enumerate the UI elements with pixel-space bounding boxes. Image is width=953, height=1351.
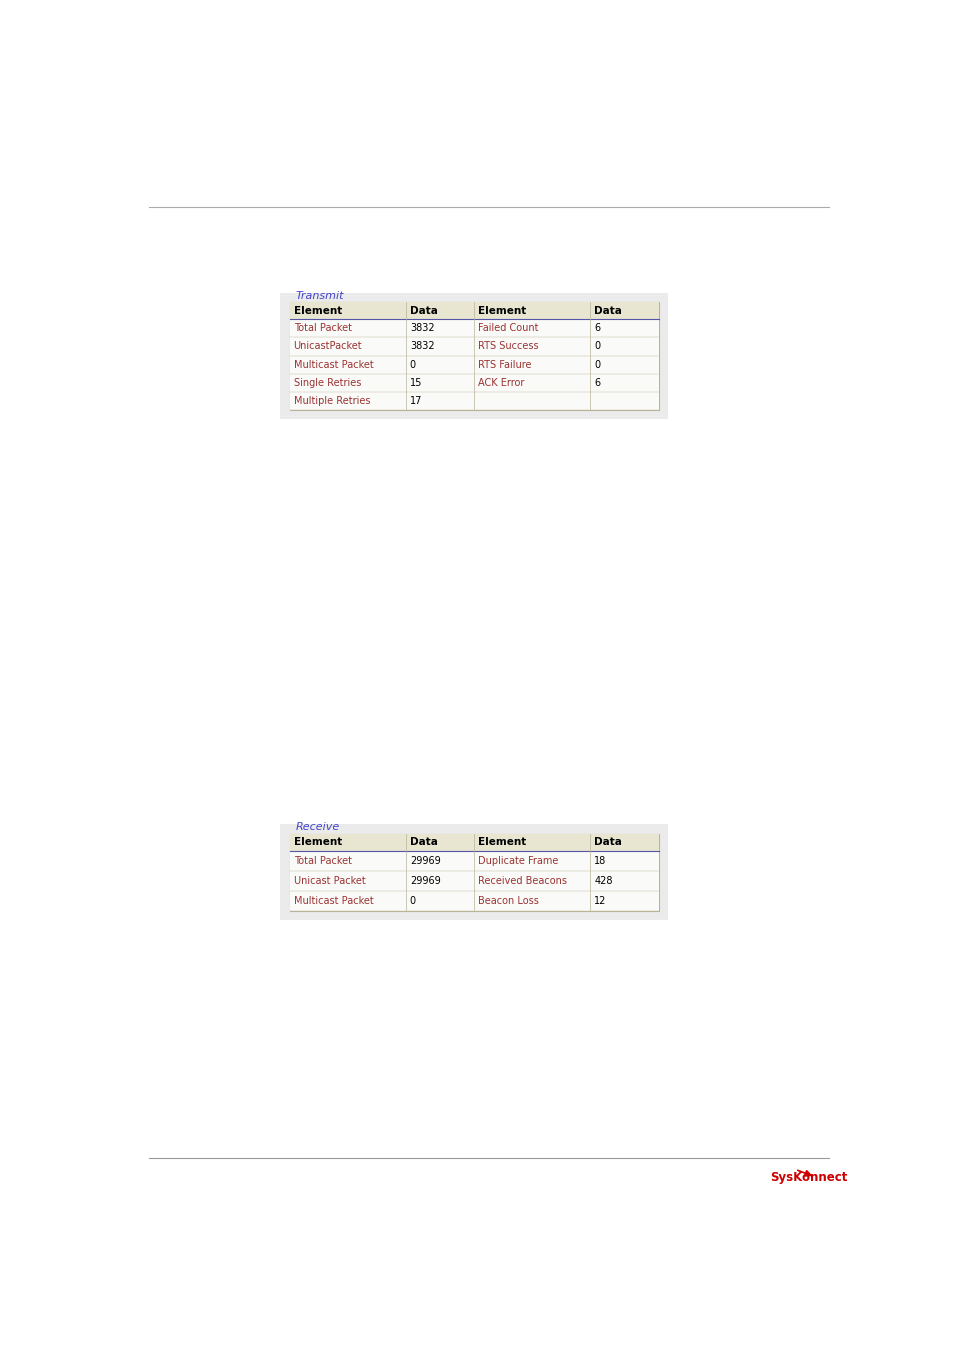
Text: Transmit: Transmit [295, 290, 344, 301]
Text: RTS Success: RTS Success [477, 342, 538, 351]
Text: Unicast Packet: Unicast Packet [294, 875, 365, 885]
FancyBboxPatch shape [290, 374, 658, 392]
Text: Multicast Packet: Multicast Packet [294, 359, 373, 370]
Text: RTS Failure: RTS Failure [477, 359, 531, 370]
FancyBboxPatch shape [290, 851, 658, 870]
Text: 428: 428 [594, 875, 612, 885]
Text: Element: Element [477, 838, 526, 847]
Text: 6: 6 [594, 378, 599, 388]
Text: 3832: 3832 [410, 323, 434, 334]
Text: 0: 0 [410, 896, 416, 905]
Text: Data: Data [410, 305, 437, 316]
Text: Beacon Loss: Beacon Loss [477, 896, 538, 905]
FancyBboxPatch shape [290, 834, 658, 911]
FancyBboxPatch shape [290, 392, 658, 411]
Text: Element: Element [294, 838, 341, 847]
FancyBboxPatch shape [290, 338, 658, 355]
Text: 0: 0 [594, 342, 599, 351]
Text: Single Retries: Single Retries [294, 378, 360, 388]
FancyBboxPatch shape [290, 319, 658, 338]
Text: 17: 17 [410, 396, 422, 405]
Text: UnicastPacket: UnicastPacket [294, 342, 362, 351]
FancyBboxPatch shape [290, 303, 658, 411]
Text: Data: Data [410, 838, 437, 847]
Text: 18: 18 [594, 855, 606, 866]
Text: Total Packet: Total Packet [294, 323, 352, 334]
Text: Receive: Receive [295, 821, 340, 832]
FancyBboxPatch shape [290, 834, 658, 851]
Text: Duplicate Frame: Duplicate Frame [477, 855, 558, 866]
Text: 15: 15 [410, 378, 422, 388]
Text: Failed Count: Failed Count [477, 323, 538, 334]
Text: ACK Error: ACK Error [477, 378, 524, 388]
FancyBboxPatch shape [280, 293, 667, 419]
Text: Element: Element [477, 305, 526, 316]
Text: 29969: 29969 [410, 875, 440, 885]
FancyBboxPatch shape [280, 824, 667, 920]
FancyBboxPatch shape [290, 890, 658, 911]
FancyBboxPatch shape [290, 870, 658, 890]
Text: 3832: 3832 [410, 342, 434, 351]
Text: 6: 6 [594, 323, 599, 334]
Text: Total Packet: Total Packet [294, 855, 352, 866]
Text: Element: Element [294, 305, 341, 316]
Text: Multicast Packet: Multicast Packet [294, 896, 373, 905]
Text: 12: 12 [594, 896, 606, 905]
FancyBboxPatch shape [290, 303, 658, 319]
Text: Received Beacons: Received Beacons [477, 875, 566, 885]
Text: Data: Data [594, 305, 621, 316]
Text: 0: 0 [594, 359, 599, 370]
Text: Data: Data [594, 838, 621, 847]
Text: 0: 0 [410, 359, 416, 370]
Text: SysKonnect: SysKonnect [769, 1171, 846, 1183]
FancyBboxPatch shape [290, 355, 658, 374]
Text: 29969: 29969 [410, 855, 440, 866]
Text: Multiple Retries: Multiple Retries [294, 396, 370, 405]
